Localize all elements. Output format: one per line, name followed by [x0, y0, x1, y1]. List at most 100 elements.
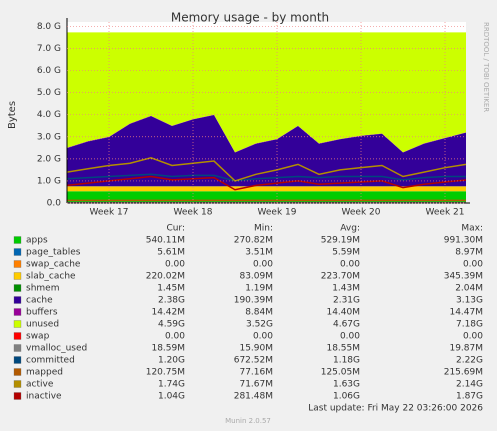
legend-label: vmalloc_used: [26, 344, 87, 354]
stat-value: 190.39M: [234, 296, 273, 306]
legend-label: swap: [26, 332, 50, 342]
stat-header: Max:: [461, 224, 483, 234]
stat-value: 2.14G: [456, 380, 483, 390]
stat-value: 1.20G: [158, 356, 185, 366]
stat-value: 0.00: [165, 260, 185, 270]
legend-swatch: [13, 320, 22, 328]
stat-value: 2.38G: [158, 296, 185, 306]
stat-value: 14.40M: [326, 308, 360, 318]
stat-value: 1.63G: [333, 380, 360, 390]
stat-value: 18.55M: [326, 344, 360, 354]
area: [67, 186, 466, 192]
y-tick-label: 3.0 G: [37, 132, 61, 142]
y-tick-label: 5.0 G: [37, 88, 61, 98]
x-tick-label: Week 17: [90, 208, 129, 218]
stat-value: 5.61M: [157, 248, 185, 258]
line: [66, 173, 466, 182]
stat-value: 0.00: [463, 332, 483, 342]
stat-value: 18.59M: [151, 344, 185, 354]
legend-swatch: [13, 296, 22, 304]
stat-value: 0.00: [253, 260, 273, 270]
stat-value: 215.69M: [444, 368, 483, 378]
stat-value: 1.87G: [456, 392, 483, 402]
stat-value: 0.00: [340, 260, 360, 270]
legend-label: page_tables: [26, 248, 81, 258]
stat-value: 4.67G: [333, 320, 360, 330]
y-tick-label: 2.0 G: [37, 154, 61, 164]
legend-swatch: [13, 308, 22, 316]
legend-label: apps: [26, 236, 48, 246]
stat-value: 223.70M: [321, 272, 360, 282]
stat-value: 4.59G: [158, 320, 185, 330]
stat-value: 0.00: [165, 332, 185, 342]
stat-value: 71.67M: [239, 380, 273, 390]
stat-value: 540.11M: [146, 236, 185, 246]
stat-value: 1.43M: [332, 284, 360, 294]
stat-value: 220.02M: [146, 272, 185, 282]
legend-label: slab_cache: [26, 272, 76, 282]
legend-label: buffers: [26, 308, 58, 318]
stat-value: 672.52M: [234, 356, 273, 366]
stat-value: 3.13G: [456, 296, 483, 306]
x-tick-label: Week 21: [426, 208, 465, 218]
stat-value: 1.18G: [333, 356, 360, 366]
stat-value: 3.51M: [245, 248, 273, 258]
area: [67, 115, 466, 187]
stat-value: 2.04M: [455, 284, 483, 294]
area: [67, 191, 466, 203]
stat-value: 281.48M: [234, 392, 273, 402]
stat-value: 8.97M: [455, 248, 483, 258]
stat-value: 83.09M: [239, 272, 273, 282]
legend-swatch: [13, 356, 22, 364]
stat-value: 0.00: [253, 332, 273, 342]
line: [66, 175, 467, 191]
y-axis-label: Bytes: [7, 101, 18, 129]
legend-swatch: [13, 284, 22, 292]
chart-title: Memory usage - by month: [171, 11, 329, 25]
y-tick-label: 1.0 G: [37, 176, 61, 186]
x-tick-label: Week 19: [258, 208, 297, 218]
stat-value: 19.87M: [449, 344, 483, 354]
stat-value: 15.90M: [239, 344, 273, 354]
version: Munin 2.0.57: [225, 417, 271, 425]
stat-value: 1.19M: [245, 284, 273, 294]
stat-value: 529.19M: [321, 236, 360, 246]
footer: Last update: Fri May 22 03:26:00 2026: [308, 404, 483, 414]
y-tick-label: 0.0: [47, 199, 62, 209]
stat-value: 77.16M: [239, 368, 273, 378]
legend-label: unused: [26, 320, 59, 330]
stat-value: 0.00: [340, 332, 360, 342]
stat-value: 14.47M: [449, 308, 483, 318]
y-tick-label: 7.0 G: [37, 44, 61, 54]
legend-swatch: [13, 248, 22, 256]
legend-swatch: [13, 236, 22, 244]
stat-header: Min:: [254, 224, 273, 234]
stat-header: Avg:: [340, 224, 360, 234]
legend-swatch: [13, 380, 22, 388]
legend-label: cache: [26, 296, 53, 306]
y-tick-label: 4.0 G: [37, 110, 61, 120]
stat-value: 7.18G: [456, 320, 483, 330]
stat-value: 270.82M: [234, 236, 273, 246]
legend-swatch: [13, 368, 22, 376]
area: [67, 32, 466, 153]
stat-value: 1.06G: [333, 392, 360, 402]
x-tick-label: Week 18: [174, 208, 213, 218]
line: [66, 156, 467, 182]
stat-value: 2.22G: [456, 356, 483, 366]
stat-value: 125.05M: [321, 368, 360, 378]
legend-swatch: [13, 260, 22, 268]
stat-value: 8.84M: [245, 308, 273, 318]
stat-value: 5.59M: [332, 248, 360, 258]
legend-label: swap_cache: [26, 260, 81, 270]
stat-value: 345.39M: [444, 272, 483, 282]
legend-swatch: [13, 272, 22, 280]
y-tick-label: 8.0 G: [37, 22, 61, 32]
stat-value: 991.30M: [444, 236, 483, 246]
legend-swatch: [13, 392, 22, 400]
side-label: RRDTOOL / TOBI OETIKER: [482, 22, 490, 112]
stat-value: 0.00: [463, 260, 483, 270]
stat-value: 1.45M: [157, 284, 185, 294]
stat-value: 120.75M: [146, 368, 185, 378]
stat-value: 2.31G: [333, 296, 360, 306]
